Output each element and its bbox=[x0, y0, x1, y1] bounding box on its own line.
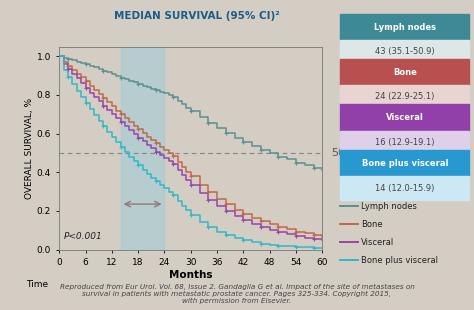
Text: 50%: 50% bbox=[331, 148, 356, 158]
Text: Reproduced from Eur Urol. Vol. 68, Issue 2. Gandaglia G et al. Impact of the sit: Reproduced from Eur Urol. Vol. 68, Issue… bbox=[60, 284, 414, 304]
Text: Bone: Bone bbox=[393, 68, 417, 77]
X-axis label: Months: Months bbox=[169, 270, 212, 280]
Text: Visceral: Visceral bbox=[361, 237, 394, 247]
Bar bbox=[120, 46, 164, 250]
Text: 16 (12.9-19.1): 16 (12.9-19.1) bbox=[375, 138, 435, 147]
Text: Lymph nodes: Lymph nodes bbox=[361, 202, 417, 211]
Text: 24 (22.9-25.1): 24 (22.9-25.1) bbox=[375, 92, 435, 101]
Text: Bone plus visceral: Bone plus visceral bbox=[362, 159, 448, 168]
Text: Visceral: Visceral bbox=[386, 113, 424, 122]
Text: Time: Time bbox=[27, 280, 48, 289]
Text: Bone: Bone bbox=[361, 219, 383, 229]
Y-axis label: OVERALL SURVIVAL, %: OVERALL SURVIVAL, % bbox=[25, 97, 34, 199]
Text: P<0.001: P<0.001 bbox=[64, 232, 102, 241]
Text: 43 (35.1-50.9): 43 (35.1-50.9) bbox=[375, 47, 435, 56]
Text: MEDIAN SURVIVAL (95% CI)²: MEDIAN SURVIVAL (95% CI)² bbox=[114, 11, 280, 21]
Text: 14 (12.0-15.9): 14 (12.0-15.9) bbox=[375, 184, 435, 193]
Text: Bone plus visceral: Bone plus visceral bbox=[361, 255, 438, 265]
Text: Lymph nodes: Lymph nodes bbox=[374, 23, 436, 32]
